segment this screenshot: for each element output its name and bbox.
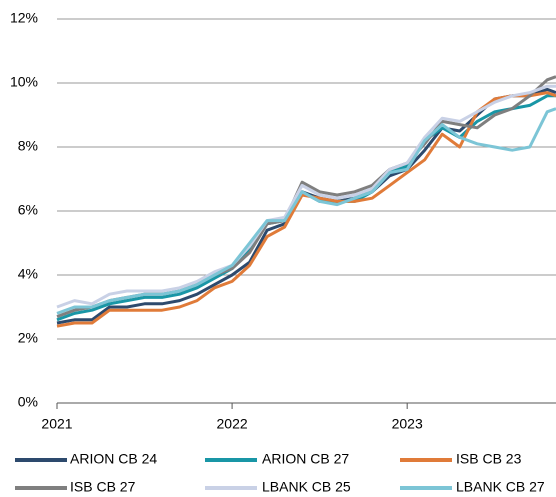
- legend-label: LBANK CB 25: [262, 479, 351, 495]
- x-tick-label: 2022: [217, 416, 248, 432]
- y-tick-label: 6%: [18, 202, 38, 218]
- y-tick-label: 8%: [18, 138, 38, 154]
- legend-label: ISB CB 27: [70, 479, 136, 495]
- x-tick-label: 2021: [41, 416, 72, 432]
- y-tick-label: 2%: [18, 330, 38, 346]
- series-line: [56, 84, 556, 309]
- x-tick-label: 2023: [392, 416, 423, 432]
- legend-label: ARION CB 27: [262, 451, 349, 467]
- y-tick-label: 4%: [18, 266, 38, 282]
- y-tick-label: 0%: [18, 394, 38, 410]
- y-tick-label: 10%: [10, 74, 38, 90]
- series-line: [56, 107, 556, 315]
- legend-label: LBANK CB 27: [456, 479, 545, 495]
- legend-label: ISB CB 23: [456, 451, 522, 467]
- legend-label: ARION CB 24: [70, 451, 157, 467]
- series-line: [56, 94, 556, 322]
- y-tick-label: 12%: [10, 10, 38, 26]
